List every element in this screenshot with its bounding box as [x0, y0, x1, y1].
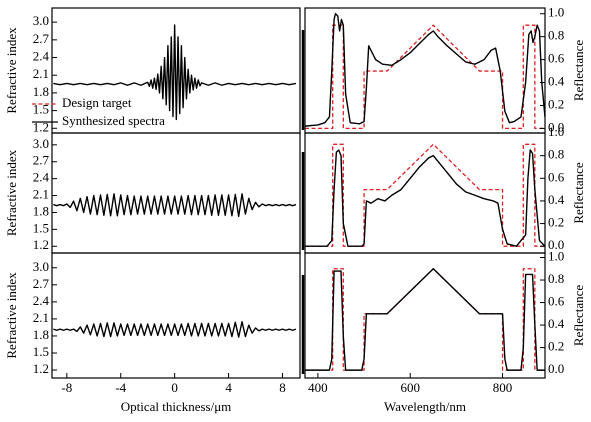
y-tick-label: 0.8	[548, 28, 564, 43]
x-tick-label: 600	[400, 380, 420, 395]
y-tick-label: 2.4	[33, 170, 50, 185]
y-tick-label: 0.8	[548, 271, 564, 286]
y-tick-label: 1.0	[548, 124, 564, 139]
x-tick-label: -4	[115, 380, 126, 395]
y-axis-label: Reflectance	[571, 285, 586, 347]
series-line	[305, 24, 545, 130]
y-tick-label: 2.4	[33, 49, 50, 64]
y-tick-label: 0.2	[548, 339, 564, 354]
y-axis-label: Reflectance	[571, 40, 586, 102]
y-tick-label: 1.2	[33, 237, 49, 252]
y-tick-label: 0.0	[548, 119, 564, 134]
panel-frame	[304, 252, 546, 379]
legend-label: Synthesized spectra	[62, 113, 165, 128]
series-line	[53, 193, 297, 218]
x-axis-label: Wavelength/nm	[384, 399, 466, 414]
series-line	[305, 268, 545, 371]
y-tick-label: 2.1	[33, 66, 49, 81]
y-tick-label: 0.4	[548, 316, 565, 331]
y-tick-label: 0.2	[548, 215, 564, 230]
x-tick-label: 8	[279, 380, 286, 395]
y-tick-label: 2.1	[33, 310, 49, 325]
series-line	[305, 143, 545, 247]
y-tick-label: 2.7	[33, 153, 50, 168]
y-tick-label: 2.7	[33, 31, 50, 46]
x-tick-label: 800	[493, 380, 513, 395]
y-tick-label: 1.2	[33, 361, 49, 376]
y-tick-label: 0.0	[548, 237, 564, 252]
y-axis-label: Refractive index	[4, 27, 19, 114]
y-tick-label: 1.2	[33, 119, 49, 134]
panel-frame	[51, 252, 301, 379]
x-axis-label: Optical thickness/μm	[121, 399, 232, 414]
series-line	[304, 13, 546, 127]
y-axis-label: Refractive index	[4, 149, 19, 236]
y-tick-label: 1.5	[33, 102, 49, 117]
y-tick-label: 1.5	[33, 220, 49, 235]
series-line	[305, 149, 546, 247]
y-tick-label: 0.6	[548, 294, 565, 309]
x-tick-label: 0	[171, 380, 178, 395]
y-tick-label: 0.6	[548, 51, 565, 66]
y-tick-label: 0.2	[548, 96, 564, 111]
y-tick-label: 1.0	[548, 5, 564, 20]
x-tick-label: 400	[308, 380, 328, 395]
y-tick-label: 3.0	[33, 136, 49, 151]
y-tick-label: 0.8	[548, 147, 564, 162]
y-tick-label: 0.4	[548, 74, 565, 89]
y-tick-label: 3.0	[33, 13, 49, 28]
y-tick-label: 0.0	[548, 361, 564, 376]
y-tick-label: 2.4	[33, 293, 50, 308]
y-axis-label: Reflectance	[571, 162, 586, 224]
y-tick-label: 1.5	[33, 344, 49, 359]
y-tick-label: 1.8	[33, 203, 49, 218]
y-tick-label: 0.4	[548, 192, 565, 207]
y-tick-label: 1.8	[33, 327, 49, 342]
y-tick-label: 1.8	[33, 84, 49, 99]
series-line	[53, 321, 297, 338]
x-tick-label: -8	[61, 380, 72, 395]
y-tick-label: 3.0	[33, 259, 49, 274]
y-tick-label: 2.1	[33, 187, 49, 202]
legend-label: Design target	[62, 95, 132, 110]
y-axis-label: Refractive index	[4, 272, 19, 359]
y-tick-label: 1.0	[548, 248, 564, 263]
y-tick-label: 0.6	[548, 169, 565, 184]
y-tick-label: 2.7	[33, 276, 50, 291]
series-line	[53, 24, 297, 121]
x-tick-label: 4	[225, 380, 232, 395]
